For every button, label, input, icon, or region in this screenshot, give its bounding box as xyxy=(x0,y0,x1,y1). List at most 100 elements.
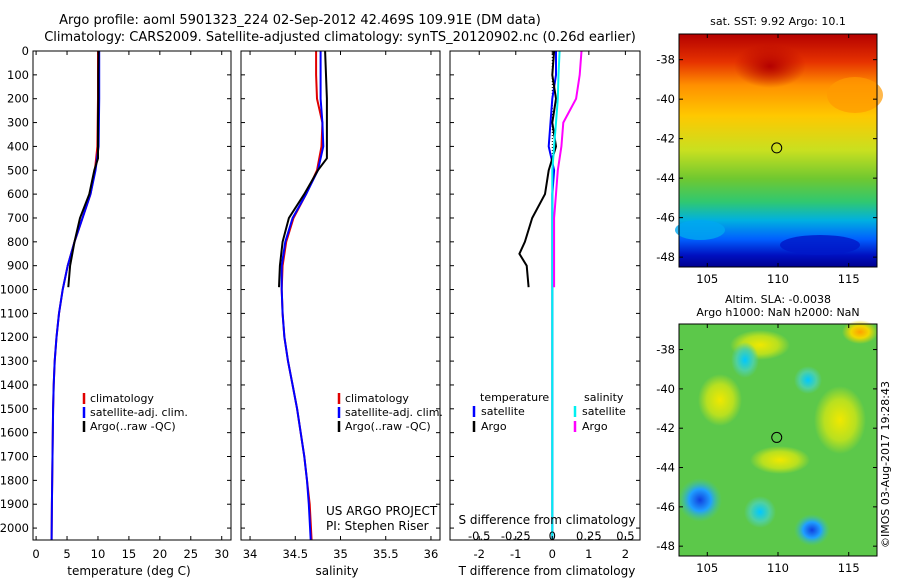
series-line-salinity-satellite xyxy=(551,50,561,540)
sst-cold-patch xyxy=(780,235,860,255)
y-tick-label: 400 xyxy=(7,139,29,153)
salinity-legend: climatology satellite-adj. clim. Argo(..… xyxy=(337,392,443,433)
x-tick-label: 0 xyxy=(549,547,556,561)
map-x-tick-label: 115 xyxy=(838,561,860,575)
legend-label-temp-satellite: satellite xyxy=(481,405,525,418)
map-y-tick-label: -42 xyxy=(656,132,675,146)
project-annotation: US ARGO PROJECT PI: Stephen Riser xyxy=(326,504,438,533)
series-line-climatology xyxy=(50,51,99,541)
x-tick-label: 5 xyxy=(63,547,70,561)
y-tick-label: 0 xyxy=(22,44,29,58)
x-tick-label: 30 xyxy=(214,547,229,561)
t-difference-xlabel: T difference from climatology xyxy=(458,564,636,578)
series-line-satellite-adj-clim- xyxy=(280,51,325,541)
y-tick-label: 800 xyxy=(7,235,29,249)
y-tick-label: 1700 xyxy=(0,450,29,464)
map-x-tick-label: 105 xyxy=(696,272,718,286)
x-top-tick-label: -0.25 xyxy=(501,529,531,543)
sst-map: 105 110 115 -38 -40 -42 -44 -46 -48 xyxy=(656,33,883,286)
s-difference-xlabel: S difference from climatology xyxy=(459,513,636,527)
series-line-temperature-argo xyxy=(518,50,558,288)
map-x-tick-label: 110 xyxy=(767,561,789,575)
temperature-panel: 0 5 10 15 20 25 300100200300400500600700800900… xyxy=(0,44,232,561)
temperature-legend: climatology satellite-adj. clim. Argo(..… xyxy=(82,392,188,433)
x-tick-label: 36 xyxy=(424,547,439,561)
map-y-tick-label: -44 xyxy=(656,171,675,185)
map-y-tick-label: -44 xyxy=(656,461,675,475)
x-top-tick-label: 0.5 xyxy=(616,529,634,543)
sla-map-subtitle: Argo h1000: NaN h2000: NaN xyxy=(696,306,859,319)
map-y-tick-label: -48 xyxy=(656,539,675,553)
sla-low-patch xyxy=(744,496,776,528)
title-line-1: Argo profile: aoml 5901323_224 02-Sep-20… xyxy=(59,13,541,28)
x-tick-label: 20 xyxy=(153,547,168,561)
map-x-tick-label: 115 xyxy=(838,272,860,286)
legend-label-satellite-adj: satellite-adj. clim. xyxy=(345,406,443,419)
series-line-salinity-argo xyxy=(553,50,583,288)
sla-low-patch xyxy=(794,366,822,394)
map-y-tick-label: -38 xyxy=(656,343,675,357)
legend-label-argo: Argo(..raw -QC) xyxy=(345,420,431,433)
legend-label-sal-argo: Argo xyxy=(582,420,608,433)
x-tick-label: 34 xyxy=(243,547,258,561)
sst-map-title: sat. SST: 9.92 Argo: 10.1 xyxy=(710,15,846,28)
y-tick-label: 1400 xyxy=(0,378,29,392)
y-tick-label: 300 xyxy=(7,116,29,130)
y-tick-label: 900 xyxy=(7,259,29,273)
salinity-xlabel: salinity xyxy=(315,564,358,578)
sla-map-title: Altim. SLA: -0.0038 xyxy=(725,293,831,306)
y-tick-label: 1000 xyxy=(0,283,29,297)
series-line-argo-raw-qc- xyxy=(278,50,328,288)
legend-label-climatology: climatology xyxy=(345,392,409,405)
y-tick-label: 200 xyxy=(7,92,29,106)
watermark: ©IMOS 03-Aug-2017 19:28:43 xyxy=(879,381,892,548)
x-tick-label: 1 xyxy=(585,547,592,561)
sst-argo-location-marker xyxy=(771,142,783,154)
y-tick-label: 1200 xyxy=(0,330,29,344)
x-tick-label: 2 xyxy=(622,547,629,561)
sla-low-patch xyxy=(731,342,759,378)
sla-yellow-patch xyxy=(698,374,742,426)
x-tick-label: -2 xyxy=(473,547,484,561)
x-tick-label: 34.5 xyxy=(282,547,308,561)
x-tick-label: 35 xyxy=(333,547,348,561)
y-tick-label: 100 xyxy=(7,68,29,82)
legend-label-temp-argo: Argo xyxy=(481,420,507,433)
map-y-tick-label: -40 xyxy=(656,382,675,396)
difference-legend: temperature salinity satellite Argo sate… xyxy=(472,391,626,433)
legend-label-sal-satellite: satellite xyxy=(582,405,626,418)
y-tick-label: 2000 xyxy=(0,521,29,535)
sla-high-patch xyxy=(842,320,878,344)
x-top-tick-label: 0 xyxy=(549,529,556,543)
x-top-tick-label: -0.5 xyxy=(468,529,490,543)
sla-yellow-patch xyxy=(750,446,810,474)
sla-low-patch xyxy=(678,478,722,522)
x-tick-label: 10 xyxy=(91,547,106,561)
difference-panel: -2 -1 0 1 2 -0.5 -0.25 0 0.25 0.5 xyxy=(449,50,641,561)
axes-frame xyxy=(32,50,232,541)
y-tick-label: 1800 xyxy=(0,473,29,487)
legend-title-salinity: salinity xyxy=(584,391,624,404)
map-y-tick-label: -48 xyxy=(656,250,675,264)
x-tick-label: 35.5 xyxy=(373,547,399,561)
axes-frame xyxy=(449,50,641,541)
map-y-tick-label: -38 xyxy=(656,53,675,67)
sla-map: 105 110 115 -38 -40 -42 -44 -46 -48 xyxy=(656,320,878,575)
y-tick-label: 500 xyxy=(7,163,29,177)
sst-orange-patch xyxy=(827,77,883,113)
axes-frame xyxy=(240,50,441,541)
y-tick-label: 1900 xyxy=(0,497,29,511)
project-name: US ARGO PROJECT xyxy=(326,504,438,518)
sst-blue-patch xyxy=(675,220,725,240)
map-x-tick-label: 105 xyxy=(696,561,718,575)
series-line-climatology xyxy=(280,51,324,541)
map-y-tick-label: -40 xyxy=(656,92,675,106)
series-line-satellite-adj-clim- xyxy=(50,51,101,541)
y-tick-label: 1600 xyxy=(0,426,29,440)
sla-low-patch xyxy=(794,514,830,546)
x-top-tick-label: 0.25 xyxy=(576,529,602,543)
salinity-panel: 34 34.5 35 35.5 36 xyxy=(240,50,441,561)
sla-map-ticks: 105 110 115 -38 -40 -42 -44 -46 -48 xyxy=(656,324,877,575)
map-y-tick-label: -46 xyxy=(656,500,675,514)
